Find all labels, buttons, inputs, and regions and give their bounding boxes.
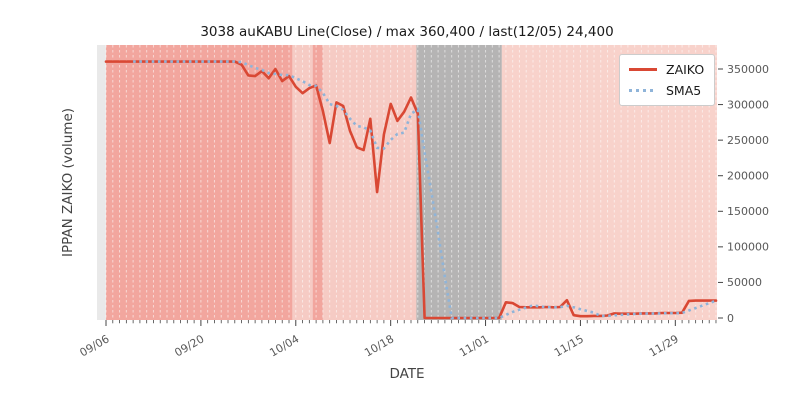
chart-title: 3038 auKABU Line(Close) / max 360,400 / …: [200, 24, 613, 40]
legend-item-zaiko: ZAIKO: [629, 62, 705, 77]
y-tick-label: 300000: [727, 98, 769, 111]
x-tick-label: 11/15: [552, 332, 586, 359]
x-tick-label: 09/06: [78, 332, 112, 359]
date-band: [312, 45, 323, 320]
legend-label-sma5: SMA5: [666, 83, 702, 98]
background-bands: [106, 45, 717, 320]
legend-item-sma5: SMA5: [629, 83, 705, 98]
sma5-line: [133, 60, 717, 320]
y-tick-label: 200000: [727, 170, 769, 183]
legend-label-zaiko: ZAIKO: [666, 62, 705, 77]
y-axis-label: IPPAN ZAIKO (volume): [60, 108, 76, 257]
date-band: [106, 45, 293, 320]
date-band: [416, 45, 502, 320]
y-tick-label: 150000: [727, 205, 769, 218]
x-tick-label: 11/01: [457, 332, 491, 359]
x-tick-label: 11/29: [647, 332, 681, 359]
y-tick-label: 0: [727, 312, 734, 325]
y-tick-label: 50000: [727, 276, 762, 289]
legend: ZAIKO SMA5: [619, 54, 715, 106]
date-band: [322, 45, 417, 320]
x-axis-label: DATE: [389, 366, 424, 382]
sma5-line-sample: [629, 89, 657, 92]
zaiko-line-sample: [629, 68, 657, 71]
x-tick-label: 10/04: [267, 332, 301, 359]
y-tick-label: 100000: [727, 241, 769, 254]
y-tick-label: 350000: [727, 63, 769, 76]
y-tick-label: 250000: [727, 134, 769, 147]
x-tick-label: 10/18: [362, 332, 396, 359]
x-tick-label: 09/20: [172, 332, 206, 359]
data-series: [104, 60, 718, 320]
